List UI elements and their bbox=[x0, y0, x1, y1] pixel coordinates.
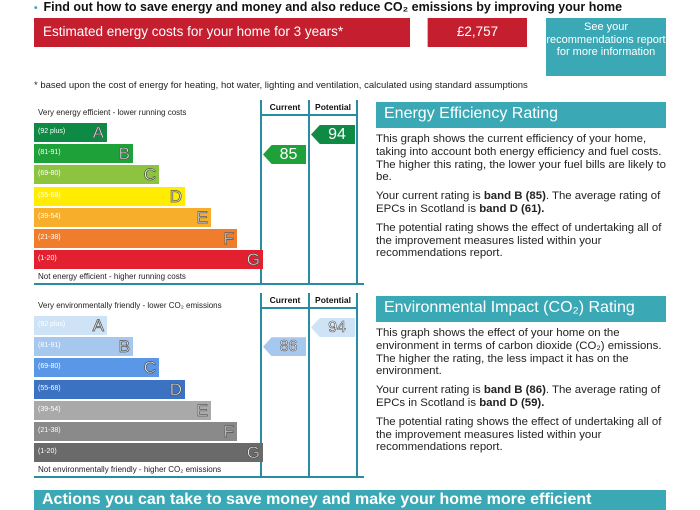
paragraph: Your current rating is band B (86). The … bbox=[376, 384, 666, 410]
band-b: (81-91) B bbox=[34, 337, 133, 357]
chart-bottom-label: Not environmentally friendly - higher CO… bbox=[38, 465, 222, 474]
band-d: (55-68) D bbox=[34, 186, 185, 206]
potential-column-header: Potential bbox=[315, 102, 351, 112]
band-letter: G bbox=[246, 250, 260, 270]
band-range: (55-68) bbox=[38, 384, 61, 392]
band-c: (69-80) C bbox=[34, 358, 159, 378]
environmental-rating-description: This graph shows the effect of your home… bbox=[376, 327, 666, 460]
intro-line: • Find out how to save energy and money a… bbox=[34, 0, 622, 14]
band-g: (1-20) G bbox=[34, 250, 263, 270]
band-range: (69-80) bbox=[38, 170, 61, 178]
average-band: band D (59). bbox=[479, 396, 545, 409]
band-c: (69-80) C bbox=[34, 165, 159, 185]
chart-top-label: Very energy efficient - lower running co… bbox=[38, 108, 187, 117]
header-divider bbox=[260, 307, 358, 309]
current-rating-arrow: 85 bbox=[263, 145, 306, 164]
energy-rating-description: This graph shows the current efficiency … bbox=[376, 133, 666, 266]
intro-text: Find out how to save energy and money an… bbox=[43, 0, 623, 14]
potential-rating-arrow: 94 bbox=[311, 318, 355, 337]
text: Your current rating is bbox=[376, 190, 484, 203]
band-letter: B bbox=[118, 337, 130, 357]
band-range: (39-54) bbox=[38, 405, 61, 413]
current-band: band B (86) bbox=[483, 384, 546, 397]
column-divider bbox=[308, 293, 310, 478]
bullet-icon: • bbox=[34, 3, 38, 14]
energy-cost-label: Estimated energy costs for your home for… bbox=[34, 18, 410, 47]
current-column-header: Current bbox=[269, 295, 301, 305]
column-divider bbox=[260, 100, 262, 285]
potential-column-header: Potential bbox=[315, 295, 351, 305]
band-letter: E bbox=[196, 207, 208, 227]
cost-footnote: * based upon the cost of energy for heat… bbox=[34, 80, 528, 91]
paragraph: This graph shows the effect of your home… bbox=[376, 327, 662, 378]
paragraph: Your current rating is band B (85). The … bbox=[376, 190, 666, 216]
column-divider bbox=[308, 100, 310, 285]
energy-cost-value: £2,757 bbox=[427, 18, 527, 47]
current-rating-arrow: 86 bbox=[263, 337, 306, 357]
environmental-rating-title: Environmental Impact (CO₂) Rating bbox=[376, 296, 666, 322]
band-letter: E bbox=[196, 400, 208, 420]
band-range: (1-20) bbox=[38, 448, 57, 456]
current-band: band B (85) bbox=[483, 190, 546, 203]
paragraph: The potential rating shows the effect of… bbox=[376, 415, 662, 454]
chart-top-label: Very environmentally friendly - lower CO… bbox=[38, 301, 222, 310]
potential-rating-arrow: 94 bbox=[311, 125, 355, 144]
band-a: (92 plus) A bbox=[34, 123, 107, 142]
band-letter: C bbox=[143, 165, 156, 185]
band-letter: F bbox=[223, 422, 234, 442]
band-range: (69-80) bbox=[38, 363, 61, 371]
see-recommendations-link[interactable]: See your recommendations report for more… bbox=[546, 18, 666, 76]
band-f: (21-38) F bbox=[34, 229, 237, 248]
band-e: (39-54) E bbox=[34, 207, 211, 227]
band-a: (92 plus) A bbox=[34, 316, 107, 335]
band-range: (92 plus) bbox=[38, 321, 66, 328]
band-letter: A bbox=[92, 316, 104, 336]
band-range: (92 plus) bbox=[38, 128, 66, 135]
band-letter: D bbox=[169, 186, 182, 206]
header-divider bbox=[260, 114, 358, 116]
text: . The average rating of EPCs in Scotland… bbox=[376, 384, 661, 409]
text: . The average rating of EPCs in Scotland… bbox=[376, 190, 661, 215]
column-divider bbox=[356, 100, 358, 285]
band-letter: B bbox=[118, 144, 130, 164]
band-f: (21-38) F bbox=[34, 422, 237, 441]
band-e: (39-54) E bbox=[34, 400, 211, 420]
chart-baseline bbox=[34, 476, 364, 478]
column-divider bbox=[260, 293, 262, 478]
band-g: (1-20) G bbox=[34, 443, 263, 463]
energy-rating-title: Energy Efficiency Rating bbox=[376, 102, 666, 128]
band-letter: G bbox=[246, 443, 260, 463]
band-letter: F bbox=[223, 229, 234, 249]
band-range: (21-38) bbox=[38, 234, 61, 241]
band-letter: C bbox=[143, 358, 156, 378]
band-letter: A bbox=[92, 123, 104, 143]
band-range: (21-38) bbox=[38, 427, 61, 434]
energy-efficiency-chart: Very energy efficient - lower running co… bbox=[34, 100, 364, 285]
band-d: (55-68) D bbox=[34, 379, 185, 399]
paragraph: This graph shows the current efficiency … bbox=[376, 133, 666, 184]
band-range: (55-68) bbox=[38, 191, 61, 199]
band-range: (81-91) bbox=[38, 342, 61, 350]
environmental-impact-chart: Very environmentally friendly - lower CO… bbox=[34, 293, 364, 478]
chart-bottom-label: Not energy efficient - higher running co… bbox=[38, 272, 186, 281]
band-range: (1-20) bbox=[38, 255, 57, 263]
text: Your current rating is bbox=[376, 384, 484, 397]
actions-section-header: Actions you can take to save money and m… bbox=[34, 490, 666, 510]
chart-baseline bbox=[34, 283, 364, 285]
band-letter: D bbox=[169, 379, 182, 399]
column-divider bbox=[356, 293, 358, 478]
band-range: (81-91) bbox=[38, 149, 61, 157]
current-column-header: Current bbox=[269, 102, 301, 112]
average-band: band D (61). bbox=[479, 202, 545, 215]
band-b: (81-91) B bbox=[34, 144, 133, 164]
band-range: (39-54) bbox=[38, 212, 61, 220]
paragraph: The potential rating shows the effect of… bbox=[376, 221, 662, 260]
